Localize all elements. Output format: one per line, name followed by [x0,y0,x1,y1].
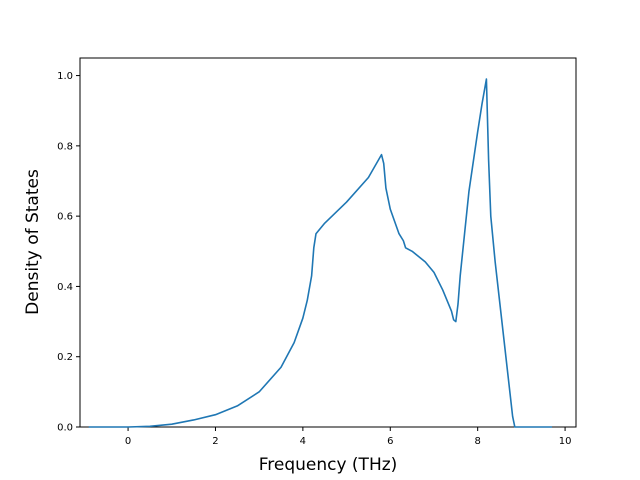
y-tick-label: 0.4 [57,282,73,293]
x-tick-label: 4 [300,436,306,447]
y-tick-label: 0.6 [57,212,73,223]
x-tick-label: 6 [387,436,393,447]
y-axis-ticks: 0.0 0.2 0.4 0.6 0.8 1.0 [57,71,80,434]
y-axis-label: Density of States [23,169,43,315]
x-tick-label: 0 [125,436,131,447]
x-axis-ticks: 0 2 4 6 8 10 [125,427,572,447]
x-tick-label: 8 [474,436,480,447]
x-tick-label: 10 [559,436,572,447]
x-tick-label: 2 [212,436,218,447]
y-tick-label: 1.0 [57,71,73,82]
series-line-density-of-states [88,78,552,428]
y-tick-label: 0.8 [57,141,73,152]
plot-frame [79,57,577,428]
y-tick-label: 0.2 [57,352,73,363]
y-tick-label: 0.0 [57,423,73,434]
x-axis-label: Frequency (THz) [259,455,398,475]
